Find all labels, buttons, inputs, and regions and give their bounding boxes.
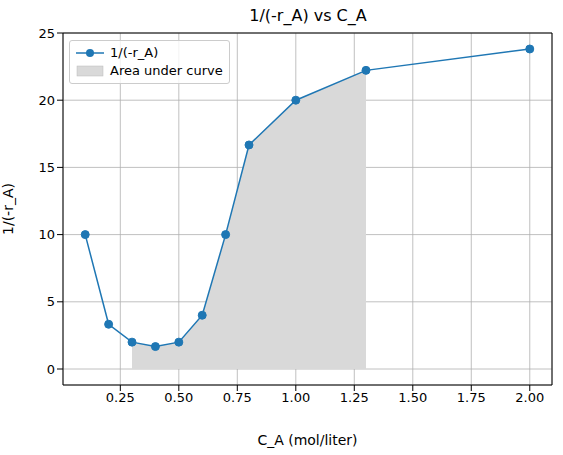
svg-text:0.75: 0.75 xyxy=(223,390,252,405)
svg-text:1.25: 1.25 xyxy=(340,390,369,405)
svg-text:0.50: 0.50 xyxy=(164,390,193,405)
svg-text:1/(-r_A): 1/(-r_A) xyxy=(8,183,16,235)
svg-text:10: 10 xyxy=(38,227,55,242)
html-text:1/(-r_A) vs C_A: 1/(-r_A) vs C_A xyxy=(249,6,367,25)
svg-text:25: 25 xyxy=(38,26,55,41)
svg-text:20: 20 xyxy=(38,93,55,108)
svg-text:1.75: 1.75 xyxy=(457,390,486,405)
svg-text:15: 15 xyxy=(38,160,55,175)
svg-text:C_A (mol/liter): C_A (mol/liter) xyxy=(257,432,357,448)
svg-text:0: 0 xyxy=(47,362,55,377)
svg-text:0.25: 0.25 xyxy=(106,390,135,405)
svg-text:5: 5 xyxy=(47,294,55,309)
svg-text:1.50: 1.50 xyxy=(398,390,427,405)
svg-text:1.00: 1.00 xyxy=(281,390,310,405)
html-text:1/(-r_A): 1/(-r_A) xyxy=(110,45,159,60)
svg-text:2.00: 2.00 xyxy=(515,390,544,405)
html-text:Area under curve: Area under curve xyxy=(110,63,223,78)
